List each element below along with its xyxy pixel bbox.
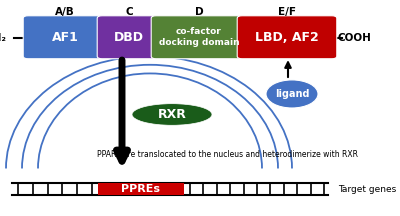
Text: PPARs are translocated to the nucleus and heterodimerize with RXR: PPARs are translocated to the nucleus an…	[98, 150, 358, 159]
Text: co-factor: co-factor	[176, 27, 222, 36]
Text: Target genes: Target genes	[338, 184, 396, 194]
FancyBboxPatch shape	[237, 16, 337, 59]
FancyBboxPatch shape	[151, 16, 247, 59]
Text: docking domain: docking domain	[159, 38, 239, 47]
Text: DBD: DBD	[114, 31, 144, 44]
FancyBboxPatch shape	[97, 16, 161, 59]
Text: A/B: A/B	[55, 7, 75, 17]
FancyBboxPatch shape	[23, 16, 107, 59]
Text: ligand: ligand	[275, 89, 309, 99]
Text: E/F: E/F	[278, 7, 296, 17]
Text: C: C	[125, 7, 133, 17]
Text: PPREs: PPREs	[122, 184, 160, 194]
Text: AF1: AF1	[52, 31, 78, 44]
Text: COOH: COOH	[338, 33, 372, 43]
Bar	[98, 183, 184, 195]
Text: LBD, AF2: LBD, AF2	[255, 31, 319, 44]
Text: RXR: RXR	[158, 108, 186, 121]
Circle shape	[266, 80, 318, 108]
Ellipse shape	[132, 104, 212, 125]
Text: NH₂: NH₂	[0, 33, 6, 43]
Text: D: D	[195, 7, 204, 17]
